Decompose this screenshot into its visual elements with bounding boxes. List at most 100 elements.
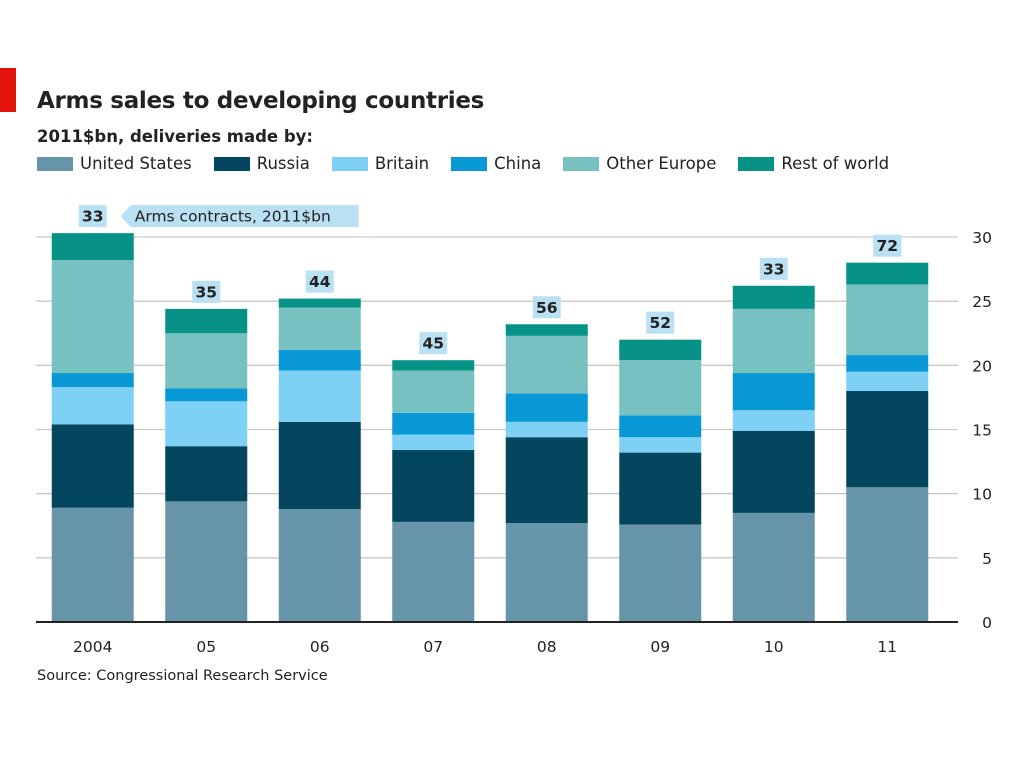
contract-label-box (305, 270, 334, 293)
x-tick-label: 05 (196, 638, 216, 656)
accent-tab (0, 68, 16, 112)
annotation-callout (120, 205, 359, 228)
bar-segment-britain (278, 370, 361, 422)
bar-segment-britain (732, 410, 815, 431)
legend-swatch-other-europe (563, 156, 600, 171)
bar-segment-britain (392, 434, 475, 451)
contract-label-box (192, 280, 221, 303)
contract-value-label: 35 (195, 283, 217, 301)
contract-value-label: 45 (422, 335, 444, 353)
bar-segment-britain (51, 387, 134, 425)
y-tick-label: 10 (972, 486, 992, 504)
x-tick-label: 07 (423, 638, 443, 656)
bar-segment-russia (278, 421, 361, 510)
legend-item-united-states: United States (37, 154, 192, 173)
bar-segment-china (505, 393, 588, 422)
bar-segment-rest-of-world (165, 308, 248, 334)
chart-title: Arms sales to developing countries (37, 88, 485, 114)
y-tick-label: 25 (972, 293, 992, 311)
annotation-text: Arms contracts, 2011$bn (135, 208, 331, 226)
bar-segment-rest-of-world (619, 339, 702, 361)
bar-segment-russia (619, 452, 702, 525)
x-tick-label: 2004 (73, 638, 112, 656)
bar-segment-other-europe (165, 333, 248, 389)
contract-label-box (646, 311, 675, 334)
bar-segment-britain (165, 401, 248, 447)
bar-segment-rest-of-world (846, 262, 929, 285)
bar-segment-united-states (846, 487, 929, 622)
bar-segment-china (846, 355, 929, 372)
bar-segment-russia (732, 430, 815, 513)
source-note: Source: Congressional Research Service (37, 668, 328, 684)
y-tick-label: 30 (972, 229, 992, 247)
chart-subtitle: 2011$bn, deliveries made by: (37, 127, 314, 146)
legend-label-rest-of-world: Rest of world (781, 154, 890, 173)
legend-label-britain: Britain (374, 154, 430, 173)
bar-segment-china (619, 415, 702, 438)
bar-segment-other-europe (732, 308, 815, 374)
bar-segment-russia (846, 391, 929, 488)
legend-label-united-states: United States (80, 154, 192, 173)
contract-label-box (419, 332, 448, 355)
legend-label-china: China (494, 154, 542, 173)
bar-segment-rest-of-world (392, 360, 475, 371)
x-tick-label: 06 (310, 638, 330, 656)
bar-segment-russia (392, 450, 475, 522)
bar-segment-united-states (619, 524, 702, 622)
bar-segment-russia (505, 437, 588, 524)
contract-value-label: 44 (309, 273, 331, 291)
legend-item-china: China (451, 154, 541, 173)
x-tick-label: 10 (764, 638, 784, 656)
y-tick-label: 15 (972, 422, 992, 440)
bar-segment-china (51, 373, 134, 388)
contract-label-box (873, 234, 902, 257)
legend-swatch-russia (213, 156, 250, 171)
bar-segment-britain (846, 371, 929, 391)
bar-segment-china (165, 388, 248, 402)
contract-value-label: 33 (82, 208, 104, 226)
bar-segment-britain (619, 437, 702, 453)
bar-segment-other-europe (846, 284, 929, 356)
legend-item-rest-of-world: Rest of world (738, 154, 889, 173)
bar-segment-united-states (732, 512, 815, 622)
bar-segment-other-europe (278, 307, 361, 350)
legend-swatch-united-states (37, 156, 73, 171)
contract-label-box (759, 257, 788, 280)
legend-swatch-china (451, 156, 488, 171)
contract-value-label: 33 (763, 260, 785, 278)
bar-segment-other-europe (51, 260, 134, 374)
bar-segment-russia (51, 424, 134, 508)
x-tick-label: 09 (650, 638, 670, 656)
x-tick-label: 08 (537, 638, 557, 656)
legend-item-britain: Britain (331, 154, 430, 173)
legend-label-other-europe: Other Europe (606, 154, 717, 173)
legend-item-russia: Russia (213, 154, 310, 173)
contract-value-label: 72 (876, 237, 898, 255)
bar-segment-rest-of-world (505, 324, 588, 336)
bar-segment-united-states (505, 523, 588, 622)
bar-segment-other-europe (619, 360, 702, 416)
bar-segment-united-states (278, 509, 361, 622)
bar-segment-united-states (165, 501, 248, 622)
bar-segment-rest-of-world (278, 298, 361, 308)
y-tick-label: 0 (982, 614, 992, 632)
legend-item-other-europe: Other Europe (563, 154, 716, 173)
contract-value-label: 52 (649, 314, 671, 332)
legend-swatch-britain (331, 156, 368, 171)
bar-segment-china (732, 373, 815, 411)
bar-segment-united-states (51, 507, 134, 622)
x-tick-label: 11 (877, 638, 897, 656)
contract-label-box (78, 205, 107, 228)
bar-segment-britain (505, 421, 588, 438)
contract-value-label: 56 (536, 299, 558, 317)
bar-segment-rest-of-world (51, 233, 134, 261)
bar-segment-russia (165, 446, 248, 502)
legend: United States Russia Britain China Other… (37, 154, 911, 173)
legend-label-russia: Russia (256, 154, 310, 173)
y-tick-label: 5 (982, 550, 992, 568)
legend-swatch-rest-of-world (738, 156, 775, 171)
bar-segment-united-states (392, 521, 475, 622)
contract-label-box (532, 296, 561, 319)
bar-segment-china (392, 412, 475, 435)
